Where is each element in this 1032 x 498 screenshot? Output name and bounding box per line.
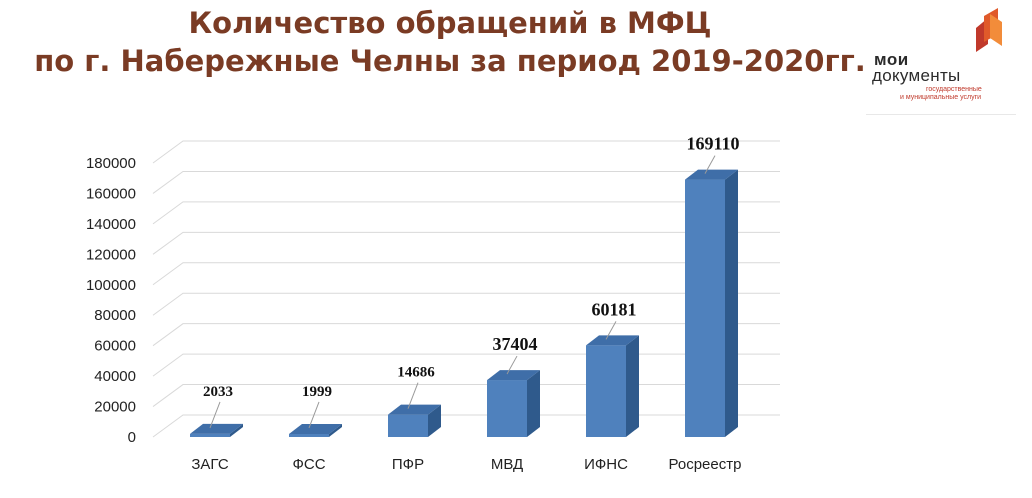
chart-title-line2: по г. Набережные Челны за период 2019-20… <box>34 44 866 78</box>
data-label-leader <box>605 321 617 340</box>
mfc-logo: мои документы государственные и муниципа… <box>866 4 1016 116</box>
grid-layer <box>152 140 780 438</box>
x-category-label: Росреестр <box>669 456 742 473</box>
bar-side <box>428 404 441 437</box>
mfc-logo-icon <box>976 8 1002 52</box>
bar-side <box>725 169 738 437</box>
bar <box>685 169 738 437</box>
bar-top <box>289 423 342 434</box>
data-label-leader <box>209 401 221 429</box>
logo-sub1: государственные <box>926 86 982 93</box>
data-label: 2033 <box>203 384 233 400</box>
y-tick-label: 140000 <box>86 216 136 233</box>
gridline <box>152 323 780 347</box>
data-labels: 2033 1999 14686 37404 60181 169110 <box>203 134 740 429</box>
logo-line2: документы <box>872 66 961 85</box>
y-tick-label: 80000 <box>94 307 136 324</box>
gridline <box>152 414 780 438</box>
category-labels: ЗАГС ФСС ПФР МВД ИФНС Росреестр <box>191 456 741 473</box>
data-label: 169110 <box>686 134 739 154</box>
bar-top <box>190 423 243 434</box>
bar <box>388 404 441 437</box>
gridline <box>152 292 780 316</box>
y-tick-label: 60000 <box>94 338 136 355</box>
gridline <box>152 384 780 407</box>
x-category-label: МВД <box>491 456 523 473</box>
bar-front <box>487 380 527 437</box>
x-category-label: ЗАГС <box>191 456 229 473</box>
gridline <box>152 262 780 286</box>
logo-sub2: и муниципальные услуги <box>900 94 982 101</box>
bar-side <box>329 423 342 437</box>
gridline <box>152 170 780 194</box>
data-label-leader <box>704 155 716 174</box>
bar <box>586 335 639 437</box>
bar-side <box>230 423 243 437</box>
bar-front <box>586 345 626 437</box>
bar-side <box>626 335 639 437</box>
bar-front <box>289 433 329 437</box>
data-label: 60181 <box>592 299 637 319</box>
y-tick-label: 160000 <box>86 185 136 202</box>
y-tick-labels: 0 20000 40000 60000 80000 100000 120000 140000 1… <box>86 155 136 446</box>
data-label: 14686 <box>397 365 435 381</box>
logo-divider <box>866 114 1016 115</box>
x-category-label: ПФР <box>392 456 424 473</box>
bar-top <box>685 169 738 180</box>
bar-top <box>388 404 441 415</box>
bar-front <box>190 433 230 437</box>
y-tick-label: 120000 <box>86 246 136 263</box>
bar-top <box>586 335 639 346</box>
y-tick-label: 0 <box>128 429 136 446</box>
gridline <box>152 353 780 377</box>
bar <box>289 423 342 437</box>
gridline <box>152 231 780 255</box>
gridline <box>152 201 780 225</box>
gridline <box>152 140 780 164</box>
bar-front <box>388 414 428 437</box>
data-label: 1999 <box>302 384 332 400</box>
data-label-leader <box>308 401 320 429</box>
chart-title-line1: Количество обращений в МФЦ <box>188 6 712 40</box>
y-tick-label: 100000 <box>86 277 136 294</box>
bar-side <box>527 370 540 437</box>
x-category-label: ФСС <box>292 456 325 473</box>
bar <box>487 370 540 437</box>
chart-title: Количество обращений в МФЦ по г. Набереж… <box>0 4 900 80</box>
data-label-leader <box>407 382 419 409</box>
data-label-leader <box>506 355 518 375</box>
y-tick-label: 20000 <box>94 399 136 416</box>
bar <box>190 423 243 437</box>
y-tick-label: 180000 <box>86 155 136 172</box>
bar-front <box>685 179 725 437</box>
bars <box>190 169 738 437</box>
x-category-label: ИФНС <box>584 456 628 473</box>
logo-line1: мои <box>874 50 909 69</box>
data-label: 37404 <box>493 334 538 354</box>
y-tick-label: 40000 <box>94 368 136 385</box>
bar-top <box>487 370 540 381</box>
